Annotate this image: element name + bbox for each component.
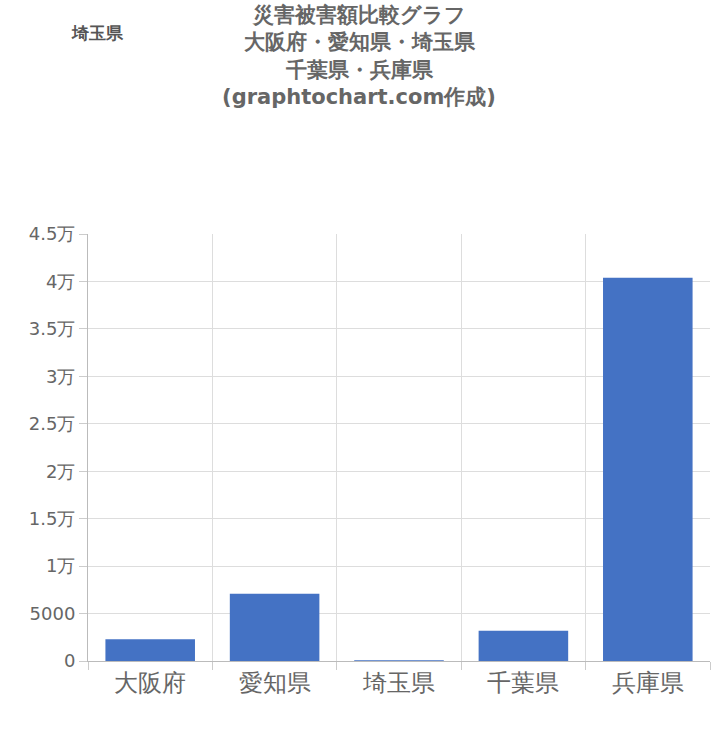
svg-text:5000: 5000 <box>30 603 76 624</box>
svg-text:愛知県: 愛知県 <box>239 669 311 697</box>
svg-text:3.5万: 3.5万 <box>29 318 76 339</box>
svg-text:大阪府: 大阪府 <box>114 669 186 697</box>
svg-text:兵庫県: 兵庫県 <box>612 669 684 697</box>
html-text:埼玉県: 埼玉県 <box>72 23 123 43</box>
svg-text:2.5万: 2.5万 <box>29 413 76 434</box>
svg-text:千葉県: 千葉県 <box>487 669 559 697</box>
svg-text:0: 0 <box>64 650 75 671</box>
svg-text:1万: 1万 <box>46 555 75 576</box>
svg-text:4.5万: 4.5万 <box>29 223 76 244</box>
svg-text:1.5万: 1.5万 <box>29 508 76 529</box>
svg-text:4万: 4万 <box>46 271 75 292</box>
svg-text:3万: 3万 <box>46 366 75 387</box>
svg-text:2万: 2万 <box>46 461 75 482</box>
svg-text:埼玉県: 埼玉県 <box>362 669 435 697</box>
svg-text:災害被害額比較グラフ大阪府・愛知県・埼玉県千葉県・兵庫県(g: 災害被害額比較グラフ大阪府・愛知県・埼玉県千葉県・兵庫県(graphtochar… <box>222 3 496 109</box>
